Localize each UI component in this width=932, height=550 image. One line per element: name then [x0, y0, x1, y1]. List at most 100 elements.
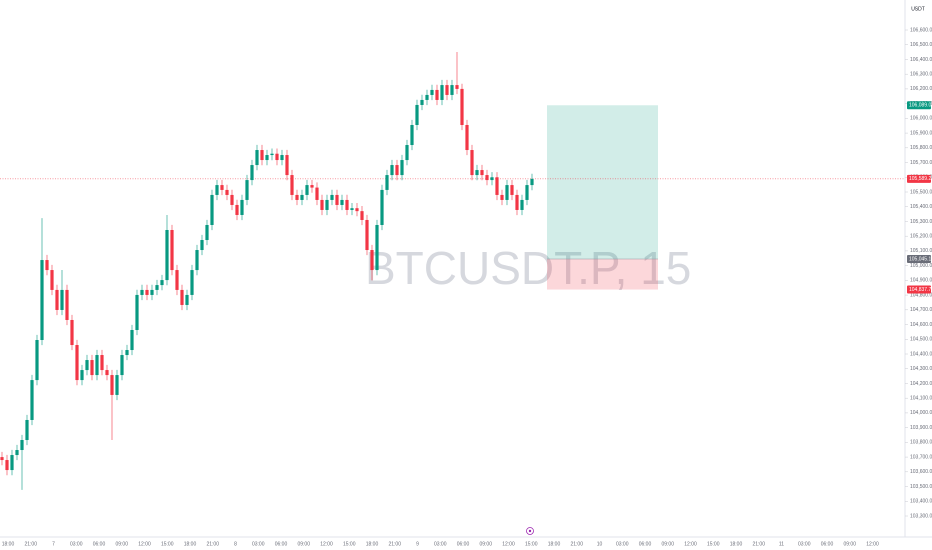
candle-body: [235, 204, 239, 215]
candle-body: [250, 165, 254, 181]
y-tick-label: 106,000.0: [910, 116, 932, 122]
x-tick-label: 15:00: [161, 541, 174, 547]
y-tick-label: 105,800.0: [910, 145, 932, 151]
candle-body: [505, 185, 509, 200]
y-tick-label: 103,500.0: [910, 484, 932, 490]
y-tick-label: 105,000.0: [910, 263, 932, 269]
candle-body: [15, 450, 19, 456]
x-tick-label: 09:00: [661, 541, 674, 547]
candle-body: [465, 124, 469, 151]
y-tick-label: 105,900.0: [910, 130, 932, 136]
candle-body: [115, 375, 119, 395]
x-tick-label: 06:00: [93, 541, 106, 547]
x-tick-label: 11: [779, 541, 784, 547]
y-tick-label: 103,600.0: [910, 469, 932, 475]
candle-body: [240, 199, 244, 215]
candle-body: [485, 175, 489, 181]
price-tag: [907, 285, 931, 294]
price-tag: [907, 174, 931, 183]
x-tick-label: 12:00: [320, 541, 333, 547]
candle-body: [445, 85, 449, 95]
candle-body: [65, 289, 69, 320]
candle-body: [215, 185, 219, 195]
x-tick-label: 03:00: [434, 541, 447, 547]
y-tick-label: 105,200.0: [910, 234, 932, 240]
x-tick-label: 9: [416, 541, 419, 547]
candle-body: [130, 329, 134, 351]
x-tick-label: 09:00: [297, 541, 310, 547]
candle-body: [10, 455, 14, 471]
y-tick-label: 104,300.0: [910, 366, 932, 372]
candle-body: [135, 294, 139, 330]
event-icon[interactable]: [526, 527, 534, 535]
y-tick-label: 106,500.0: [910, 42, 932, 48]
candle-body: [145, 289, 149, 295]
candle-body: [430, 89, 434, 95]
y-tick-label: 103,400.0: [910, 499, 932, 505]
candle-body: [395, 165, 399, 176]
candle-body: [210, 194, 214, 225]
candle-body: [140, 289, 144, 295]
price-tag-label: 105,589.2: [909, 176, 931, 182]
candle-body: [365, 219, 369, 251]
candle-body: [475, 170, 479, 176]
candle-body: [205, 224, 209, 241]
y-tick-label: 106,300.0: [910, 72, 932, 78]
candle-body: [330, 194, 334, 200]
candle-body: [400, 160, 404, 176]
candle-body: [350, 208, 354, 210]
y-tick-label: 105,500.0: [910, 189, 932, 195]
candle-body: [375, 224, 379, 271]
candle-body: [45, 260, 49, 271]
x-tick-label: 8: [234, 541, 237, 547]
x-tick-label: 12:00: [138, 541, 151, 547]
candle-body: [525, 185, 529, 200]
candle-body: [385, 175, 389, 190]
candle-body: [85, 360, 89, 371]
candle-body: [180, 289, 184, 305]
x-tick-label: 12:00: [502, 541, 515, 547]
y-tick-label: 106,400.0: [910, 57, 932, 63]
stop-zone: [547, 258, 658, 290]
x-tick-label: 03:00: [798, 541, 811, 547]
candle-body: [50, 270, 54, 290]
candle-body: [340, 199, 344, 205]
candle-body: [520, 199, 524, 210]
x-tick-label: 09:00: [843, 541, 856, 547]
x-tick-label: 15:00: [525, 541, 538, 547]
candle-body: [255, 150, 259, 166]
y-tick-label: 104,000.0: [910, 410, 932, 416]
y-tick-label: 104,200.0: [910, 381, 932, 387]
y-tick-label: 105,400.0: [910, 204, 932, 210]
candle-body: [450, 85, 454, 95]
candle-body: [360, 211, 364, 220]
candle-body: [470, 150, 474, 176]
candle-body: [95, 355, 99, 376]
y-tick-label: 103,800.0: [910, 440, 932, 446]
x-tick-label: 18:00: [366, 541, 379, 547]
candle-body: [0, 457, 4, 461]
candle-body: [480, 170, 484, 176]
x-tick-label: 10: [597, 541, 603, 547]
y-tick-label: 104,700.0: [910, 307, 932, 313]
candle-body: [320, 199, 324, 210]
y-tick-label: 105,300.0: [910, 219, 932, 225]
candle-body: [425, 94, 429, 100]
candle-body: [435, 89, 439, 100]
x-tick-label: 06:00: [275, 541, 288, 547]
candle-body: [390, 165, 394, 176]
candle-body: [355, 208, 359, 212]
candle-body: [70, 319, 74, 346]
candle-body: [160, 280, 164, 286]
candle-body: [270, 153, 274, 156]
x-tick-label: 18:00: [184, 541, 197, 547]
candle-body: [290, 175, 294, 195]
y-tick-label: 106,600.0: [910, 27, 932, 33]
price-tag: [907, 101, 931, 110]
price-tag: [907, 254, 931, 263]
x-tick-label: 7: [52, 541, 55, 547]
y-tick-label: 106,200.0: [910, 86, 932, 92]
candle-body: [195, 250, 199, 271]
x-tick-label: 06:00: [457, 541, 470, 547]
